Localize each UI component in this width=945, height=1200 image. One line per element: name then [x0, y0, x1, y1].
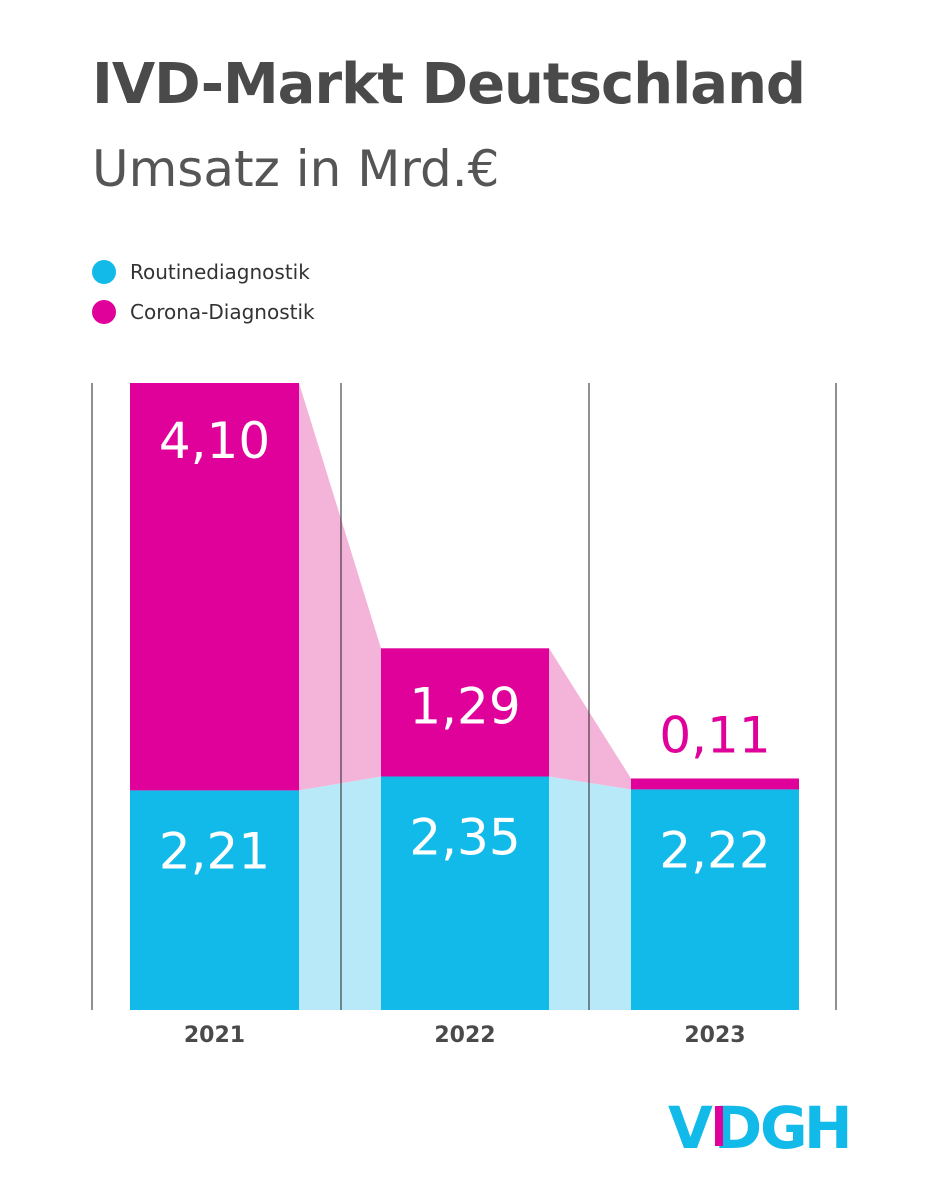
legend-swatch-corona — [92, 300, 116, 324]
value-label-routine: 2,21 — [159, 822, 270, 880]
x-tick-label: 2021 — [184, 1023, 245, 1048]
corona-connector-band — [549, 648, 631, 790]
x-tick-label: 2023 — [684, 1023, 745, 1048]
chart-subtitle: Umsatz in Mrd.€ — [92, 140, 500, 198]
routine-connector-band — [299, 776, 381, 1010]
x-tick-label: 2022 — [434, 1023, 495, 1048]
corona-connector-band — [299, 383, 381, 791]
legend-label-corona: Corona-Diagnostik — [130, 300, 315, 324]
legend-swatch-routine — [92, 260, 116, 284]
bar-routine — [381, 776, 549, 1010]
bar-routine — [631, 789, 799, 1010]
bar-corona — [381, 648, 549, 777]
logo-letter-g: G — [760, 1094, 808, 1158]
legend: Routinediagnostik Corona-Diagnostik — [92, 252, 315, 332]
legend-item-routine: Routinediagnostik — [92, 252, 315, 292]
legend-label-routine: Routinediagnostik — [130, 260, 310, 284]
routine-connector-band — [549, 776, 631, 1010]
chart-title: IVD-Markt Deutschland — [92, 52, 806, 117]
value-label-routine: 2,35 — [409, 808, 520, 866]
legend-item-corona: Corona-Diagnostik — [92, 292, 315, 332]
bar-corona — [631, 778, 799, 790]
value-label-corona: 1,29 — [409, 677, 520, 735]
vdgh-logo: V D G H — [668, 1094, 848, 1158]
logo-letter-h: H — [804, 1094, 848, 1158]
value-label-corona: 4,10 — [159, 412, 270, 470]
value-label-corona: 0,11 — [659, 706, 770, 764]
bar-routine — [130, 790, 299, 1010]
logo-letter-v: V — [668, 1094, 713, 1158]
bar-corona — [130, 383, 299, 791]
logo-accent — [715, 1106, 723, 1146]
value-label-routine: 2,22 — [659, 821, 770, 879]
